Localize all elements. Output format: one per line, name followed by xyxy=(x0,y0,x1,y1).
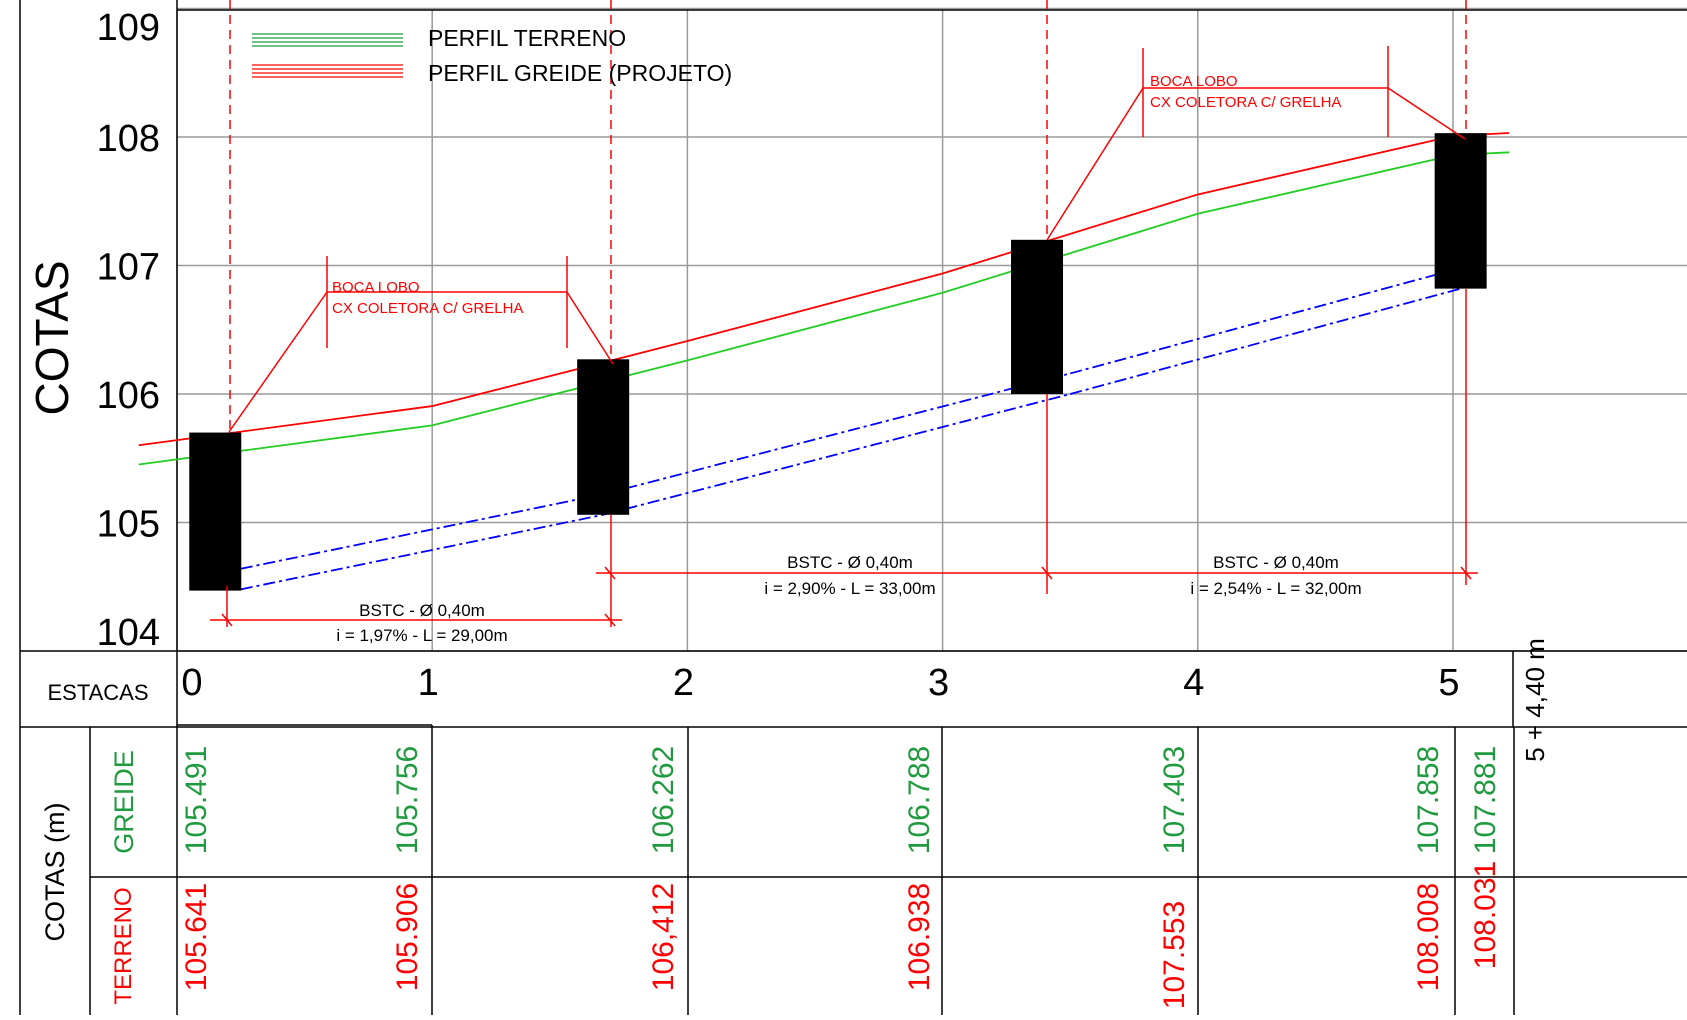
terreno-value-5: 107.553 xyxy=(1158,901,1191,1009)
y-tick-105: 105 xyxy=(97,504,160,546)
y-tick-109: 109 xyxy=(97,7,160,49)
pipe-line-6 xyxy=(1069,287,1461,395)
legend-grade-swatch xyxy=(252,64,403,78)
profile-lines xyxy=(138,132,1510,466)
pipe-line-4 xyxy=(602,393,1071,516)
callout-leaders xyxy=(228,46,1466,433)
greide-value-3: 106.262 xyxy=(647,746,680,854)
pipe-1-slope-length: i = 1,97% - L = 29,00m xyxy=(336,626,507,645)
table-frame xyxy=(19,0,1687,1015)
terreno-values: 105.641 105.906 106,412 106.938 107.553 108.0… xyxy=(180,861,1502,1009)
greide-value-7: 107.881 xyxy=(1469,746,1502,854)
greide-values: 105.491 105.756 106.262 106.788 107.403 107.8… xyxy=(180,746,1502,854)
x-tick-2: 2 xyxy=(673,662,694,704)
greide-value-5: 107.403 xyxy=(1158,746,1191,854)
greide-value-1: 105.491 xyxy=(180,746,213,854)
inlet-box-3 xyxy=(1011,239,1064,394)
y-tick-108: 108 xyxy=(97,118,160,160)
x-tick-3: 3 xyxy=(928,662,949,704)
legend-terrain-swatch xyxy=(252,33,403,47)
pipe-line-3 xyxy=(602,372,1071,496)
terreno-value-3: 106,412 xyxy=(647,883,680,991)
pipe-1-diameter: BSTC - Ø 0,40m xyxy=(359,601,485,620)
y-tick-107: 107 xyxy=(97,247,160,289)
x-tick-4: 4 xyxy=(1183,662,1204,704)
estacas-label: ESTACAS xyxy=(47,680,148,705)
y-tick-104: 104 xyxy=(97,612,160,654)
callout-2-line1: BOCA LOBO xyxy=(1150,73,1238,90)
y-tick-labels: 104 105 106 107 108 109 xyxy=(97,7,160,654)
greide-value-2: 105.756 xyxy=(391,746,424,854)
cotas-m-label: COTAS (m) xyxy=(40,803,70,942)
y-axis-title: COTAS xyxy=(26,260,78,415)
terreno-value-7: 108.031 xyxy=(1469,861,1502,969)
inlet-box-1 xyxy=(189,432,242,591)
inlet-solid-verticals xyxy=(226,289,1467,627)
pipe-dimension-lines xyxy=(210,566,1478,627)
terreno-value-2: 105.906 xyxy=(391,883,424,991)
pipe-lines xyxy=(240,267,1461,591)
callout-2-line2: CX COLETORA C/ GRELHA xyxy=(1150,94,1341,111)
greide-value-4: 106.788 xyxy=(903,746,936,854)
terreno-value-4: 106.938 xyxy=(903,883,936,991)
legend: PERFIL TERRENO PERFIL GREIDE (PROJETO) xyxy=(252,25,732,86)
pipe-line-2 xyxy=(240,513,604,591)
greide-value-6: 107.858 xyxy=(1412,746,1445,854)
terreno-value-1: 105.641 xyxy=(180,883,213,991)
pipe-line-5 xyxy=(1069,267,1461,375)
grid xyxy=(176,7,1687,652)
pipe-2-diameter: BSTC - Ø 0,40m xyxy=(787,553,913,572)
pipe-3-slope-length: i = 2,54% - L = 32,00m xyxy=(1190,579,1361,598)
callout-1-line2: CX COLETORA C/ GRELHA xyxy=(332,300,523,317)
legend-grade-label: PERFIL GREIDE (PROJETO) xyxy=(428,60,732,86)
terreno-value-6: 108.008 xyxy=(1412,883,1445,991)
inlet-box-4 xyxy=(1434,133,1487,289)
inlet-boxes xyxy=(189,133,1487,591)
pipe-3-diameter: BSTC - Ø 0,40m xyxy=(1213,553,1339,572)
x-tick-labels: 0 1 2 3 4 5 xyxy=(181,662,1459,704)
inlet-dashed-verticals xyxy=(229,0,1467,432)
end-station-label: 5 + 4,40 m xyxy=(1520,638,1550,762)
pipe-line-1 xyxy=(240,493,604,570)
pipe-2-slope-length: i = 2,90% - L = 33,00m xyxy=(764,579,935,598)
inlet-box-2 xyxy=(577,359,630,515)
terreno-label: TERRENO xyxy=(110,887,137,1004)
x-tick-1: 1 xyxy=(418,662,439,704)
y-tick-106: 106 xyxy=(97,375,160,417)
greide-label: GREIDE xyxy=(109,750,139,854)
legend-terrain-label: PERFIL TERRENO xyxy=(428,25,626,51)
callout-1-line1: BOCA LOBO xyxy=(332,279,420,296)
x-tick-0: 0 xyxy=(181,662,202,704)
x-tick-5: 5 xyxy=(1438,662,1459,704)
